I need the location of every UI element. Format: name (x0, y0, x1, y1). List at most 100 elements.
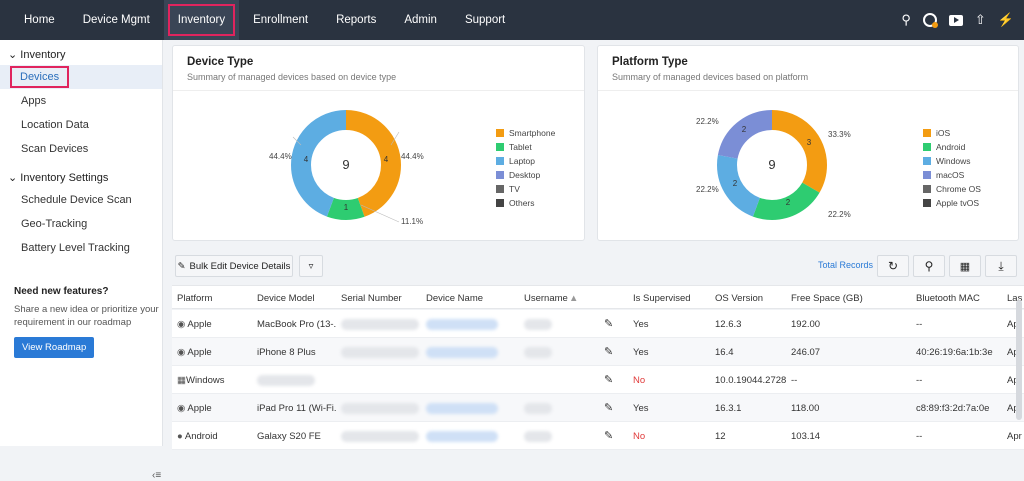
platform-cell: ▦Windows (177, 375, 225, 386)
device-name-redacted[interactable] (426, 431, 498, 442)
sort-asc-icon[interactable]: ▲ (569, 293, 579, 304)
sidebar-item-label: Schedule Device Scan (21, 194, 132, 206)
column-header-device-model[interactable]: Device Model (257, 293, 315, 304)
legend-item[interactable]: Chrome OS (923, 182, 981, 196)
legend-item[interactable]: Laptop (496, 154, 555, 168)
nav-admin[interactable]: Admin (404, 14, 437, 26)
legend-item[interactable]: Windows (923, 154, 981, 168)
slice-value-windows: 2 (733, 179, 738, 188)
search-button[interactable]: ⚲ (913, 255, 945, 277)
donut-slice-laptop[interactable] (291, 110, 401, 220)
search-icon[interactable]: ⚲ (901, 12, 911, 27)
bluetooth-mac-cell: c8:89:f3:2d:7a:0e (916, 403, 990, 414)
rocket-icon[interactable]: ⇧ (974, 12, 986, 27)
columns-button[interactable]: ▦ (949, 255, 981, 277)
edit-icon[interactable]: ✎ (604, 346, 614, 358)
nav-reports[interactable]: Reports (336, 14, 377, 26)
column-header-bluetooth-mac[interactable]: Bluetooth MAC (916, 293, 980, 304)
nav-enrollment[interactable]: Enrollment (253, 14, 309, 26)
edit-icon[interactable]: ✎ (604, 374, 614, 386)
column-header-os-version[interactable]: OS Version (715, 293, 764, 304)
legend-swatch (496, 171, 504, 179)
sidebar-item-scan-devices[interactable]: Scan Devices (0, 137, 162, 161)
view-roadmap-button[interactable]: View Roadmap (14, 337, 95, 358)
collapse-sidebar-icon[interactable]: ‹≡ (152, 470, 162, 481)
filter-button[interactable]: ▿ (299, 255, 323, 277)
legend-item[interactable]: macOS (923, 168, 981, 182)
total-records-link[interactable]: Total Records (818, 260, 874, 270)
donut-slice-windows[interactable] (717, 110, 827, 220)
platform-cell: ◉ Apple (177, 319, 212, 330)
refresh-button[interactable]: ↻ (877, 255, 909, 277)
sidebar-item-geo-tracking[interactable]: Geo-Tracking (0, 212, 162, 236)
sidebar-group-inventory[interactable]: ⌄ Inventory (0, 40, 162, 65)
table-row[interactable]: ◉ Apple iPad Pro 11 (Wi-Fi... ✎ Yes 16.3… (172, 394, 1024, 422)
table-row[interactable]: ◉ Apple iPhone 8 Plus ✎ Yes 16.4 246.07 … (172, 338, 1024, 366)
column-header-serial-number[interactable]: Serial Number (341, 293, 402, 304)
bluetooth-mac-cell: -- (916, 431, 923, 442)
slice-pct-ios: 33.3% (828, 130, 851, 139)
user-badge-icon[interactable] (922, 13, 938, 28)
device-name-redacted[interactable] (426, 403, 498, 414)
pencil-icon: ✎ (177, 260, 186, 272)
donut-slice-tablet[interactable] (291, 110, 401, 220)
legend-item[interactable]: TV (496, 182, 555, 196)
sidebar-item-devices[interactable]: Devices (0, 65, 162, 89)
sidebar-item-location-data[interactable]: Location Data (0, 113, 162, 137)
table-header: Platform Device Model Serial Number Devi… (172, 285, 1024, 309)
column-header-free-space[interactable]: Free Space (GB) (791, 293, 863, 304)
nav-inventory[interactable]: Inventory (163, 0, 240, 40)
sidebar-item-schedule-device-scan[interactable]: Schedule Device Scan (0, 188, 162, 212)
column-header-platform[interactable]: Platform (177, 293, 213, 304)
bulk-edit-button[interactable]: ✎ Bulk Edit Device Details (175, 255, 293, 277)
apple-icon: ◉ (177, 347, 186, 358)
legend-label: Laptop (509, 156, 535, 166)
last-cell: Apr (1007, 403, 1022, 414)
edit-icon[interactable]: ✎ (604, 318, 614, 330)
nav-home[interactable]: Home (24, 14, 55, 26)
edit-icon[interactable]: ✎ (604, 430, 614, 442)
legend-swatch (923, 171, 931, 179)
username-redacted (524, 431, 552, 442)
sidebar-group-label: Inventory Settings (20, 172, 109, 184)
sidebar-group-inventory-settings[interactable]: ⌄ Inventory Settings (0, 161, 162, 188)
supervised-cell: No (633, 375, 646, 386)
donut-slice-android[interactable] (717, 110, 827, 220)
legend-item[interactable]: Apple tvOS (923, 196, 981, 210)
device-name-redacted[interactable] (426, 319, 498, 330)
table-row[interactable]: ▦Windows ✎ No 10.0.19044.2728 -- -- Apr (172, 366, 1024, 394)
column-header-username[interactable]: Username (524, 293, 568, 304)
roadmap-promo: Need new features? Share a new idea or p… (14, 286, 159, 358)
table-scrollbar[interactable] (1016, 300, 1022, 420)
table-row[interactable]: ◉ Apple MacBook Pro (13-... ✎ Yes 12.6.3… (172, 310, 1024, 338)
export-button[interactable]: ⤓ (985, 255, 1017, 277)
last-cell: Apr (1007, 431, 1022, 442)
video-icon[interactable] (948, 14, 963, 26)
slice-pct-windows: 22.2% (696, 185, 719, 194)
apple-icon: ◉ (177, 403, 186, 414)
column-header-is-supervised[interactable]: Is Supervised (633, 293, 691, 304)
legend-label: Others (509, 198, 535, 208)
donut-slice-macos[interactable] (717, 110, 827, 220)
sidebar-item-apps[interactable]: Apps (0, 89, 162, 113)
legend-item[interactable]: Smartphone (496, 126, 555, 140)
slice-value-ios: 3 (807, 138, 812, 147)
column-header-last[interactable]: Las (1007, 293, 1023, 304)
platform-cell: ◉ Apple (177, 403, 212, 414)
slice-pct-tablet: 11.1% (401, 217, 423, 226)
legend-item[interactable]: Desktop (496, 168, 555, 182)
legend-item[interactable]: iOS (923, 126, 981, 140)
legend-label: macOS (936, 170, 965, 180)
device-name-redacted[interactable] (426, 347, 498, 358)
legend-item[interactable]: Android (923, 140, 981, 154)
bolt-icon[interactable]: ⚡ (997, 12, 1014, 27)
sidebar-item-battery-level-tracking[interactable]: Battery Level Tracking (0, 236, 162, 260)
slice-value-laptop: 4 (304, 155, 309, 164)
column-header-device-name[interactable]: Device Name (426, 293, 484, 304)
legend-swatch (923, 129, 931, 137)
edit-icon[interactable]: ✎ (604, 402, 614, 414)
nav-device-mgmt[interactable]: Device Mgmt (82, 14, 150, 26)
legend-item[interactable]: Others (496, 196, 555, 210)
legend-item[interactable]: Tablet (496, 140, 555, 154)
nav-support[interactable]: Support (464, 14, 506, 26)
